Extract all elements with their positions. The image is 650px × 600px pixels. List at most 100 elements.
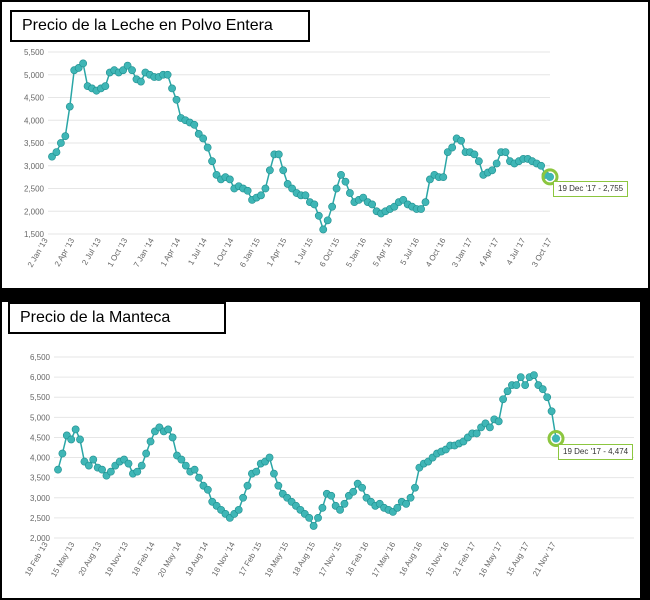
data-point	[323, 216, 332, 225]
y-tick-label: 5,500	[30, 393, 51, 402]
x-tick-label: 1 Oct '14	[212, 236, 236, 268]
x-tick-label: 3 Oct '17	[530, 236, 554, 268]
data-point	[346, 189, 354, 197]
y-tick-label: 5,500	[24, 48, 45, 57]
data-point	[137, 77, 145, 86]
data-point	[71, 425, 80, 434]
x-tick-label: 17 May '16	[370, 540, 398, 579]
data-point	[168, 433, 177, 442]
data-point	[137, 461, 146, 470]
x-tick-label: 16 May '17	[477, 540, 505, 579]
data-point	[492, 159, 501, 168]
x-tick-label: 1 Apr '14	[159, 236, 183, 268]
x-tick-label: 5 Jan '16	[344, 236, 368, 269]
y-tick-label: 3,500	[24, 139, 45, 148]
x-tick-label: 19 Feb '13	[23, 540, 50, 578]
data-point	[168, 84, 176, 93]
data-point	[470, 150, 479, 159]
x-tick-label: 18 Aug '15	[291, 540, 318, 578]
data-point	[421, 198, 430, 207]
data-point	[488, 166, 497, 175]
data-point	[305, 513, 314, 522]
y-tick-label: 5,000	[30, 413, 51, 422]
x-tick-label: 3 Jan '17	[450, 236, 474, 269]
x-tick-label: 17 Nov '15	[317, 540, 344, 578]
data-point	[239, 493, 247, 502]
y-tick-label: 6,000	[30, 373, 51, 382]
x-tick-label: 17 Feb '15	[237, 540, 264, 578]
x-tick-label: 6 Oct '15	[318, 236, 342, 268]
data-point	[261, 184, 270, 193]
x-tick-label: 1 Jul '14	[186, 236, 209, 267]
data-point	[472, 429, 481, 438]
data-point	[181, 461, 190, 470]
data-point	[314, 211, 323, 220]
x-tick-label: 21 Nov '17	[531, 540, 558, 578]
data-point	[358, 483, 366, 492]
data-point	[128, 66, 136, 75]
data-point	[208, 157, 216, 166]
highlight-point	[547, 429, 565, 447]
data-point	[270, 469, 278, 478]
chart-panel-leche: 1,500 2,000 2,500 3,000 3,500 4,000 4,500 5,000…	[2, 2, 648, 288]
x-tick-label: 1 Oct '13	[106, 236, 130, 268]
data-point	[79, 59, 88, 68]
y-tick-label: 4,000	[24, 116, 45, 125]
data-point	[406, 493, 415, 502]
data-point	[368, 200, 377, 209]
x-tick-label: 4 Jul '17	[505, 236, 528, 267]
x-tick-label: 6 Jan '15	[238, 236, 262, 269]
data-point	[340, 499, 349, 508]
y-tick-label: 2,500	[24, 185, 45, 194]
data-point	[411, 483, 419, 492]
data-point	[234, 505, 243, 514]
y-tick-label: 3,500	[30, 474, 51, 483]
x-tick-label: 19 Aug '14	[184, 540, 211, 578]
y-tick-label: 3,000	[30, 494, 51, 503]
data-point	[393, 503, 402, 512]
data-point	[199, 134, 208, 143]
data-point	[61, 132, 70, 141]
data-point	[84, 461, 93, 470]
chart-leche-svg: 1,500 2,000 2,500 3,000 3,500 4,000 4,500 5,000…	[24, 48, 559, 269]
data-point	[101, 82, 110, 91]
data-point	[521, 381, 530, 390]
data-point	[163, 70, 172, 79]
data-point	[301, 191, 310, 200]
data-point	[337, 170, 345, 179]
data-point	[52, 148, 61, 156]
x-tick-label: 16 Aug '16	[397, 540, 424, 578]
highlight-point-core	[546, 172, 554, 181]
x-tick-label: 15 Nov '16	[424, 540, 451, 578]
data-point	[494, 417, 503, 426]
data-point	[319, 225, 328, 234]
y-tick-label: 2,000	[24, 207, 45, 216]
y-tick-label: 3,000	[24, 162, 45, 171]
data-point	[328, 202, 337, 211]
data-point	[530, 371, 538, 379]
tooltip-manteca: 19 Dec '17 - 4,474	[558, 444, 634, 460]
data-point	[274, 150, 283, 159]
x-tick-label: 1 Apr '15	[265, 236, 289, 268]
data-point	[190, 465, 199, 474]
data-point	[56, 139, 65, 147]
data-point	[274, 481, 283, 490]
data-point	[146, 437, 155, 446]
data-point	[448, 143, 457, 152]
data-point	[512, 381, 521, 390]
chart-title-manteca: Precio de la Manteca	[8, 302, 226, 334]
x-tick-label: 15 May '13	[49, 540, 77, 579]
y-tick-label: 6,500	[30, 353, 51, 362]
data-point	[89, 455, 98, 464]
x-tick-label: 5 Apr '16	[371, 236, 395, 268]
data-point	[501, 148, 510, 156]
chart-title-leche: Precio de la Leche en Polvo Entera	[10, 10, 310, 42]
data-point	[499, 395, 508, 404]
data-point	[133, 467, 142, 476]
x-tick-label: 5 Jul '16	[399, 236, 422, 267]
data-point	[67, 435, 76, 444]
data-point	[98, 465, 106, 474]
data-point	[164, 425, 173, 434]
x-tick-label: 2 Jan '13	[26, 236, 50, 269]
data-point	[142, 449, 151, 458]
